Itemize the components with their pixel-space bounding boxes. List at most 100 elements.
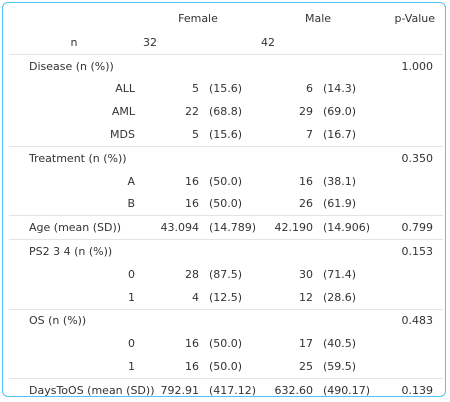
male-value: 12 — [299, 290, 313, 304]
male-value — [257, 239, 317, 263]
female-value: 22 — [185, 105, 199, 119]
table-row: 0 16 (50.0) 17 (40.5) — [9, 332, 443, 355]
male-value — [257, 145, 317, 170]
table-body: n 32 42 Disease (n (%)) 1.000 ALL 5 (15.6) 6 (14.… — [9, 31, 443, 402]
table-row: MDS 5 (15.6) 7 (16.7) — [9, 123, 443, 146]
p-value — [379, 355, 443, 378]
male-value: 6 — [306, 82, 313, 96]
male-value: 42 — [261, 35, 275, 49]
female-value — [139, 53, 203, 78]
female-percent: (14.789) — [203, 215, 257, 240]
male-value — [257, 308, 317, 333]
female-percent: (15.6) — [209, 82, 243, 96]
row-label: 0 — [128, 267, 135, 281]
row-label: B — [127, 197, 135, 211]
header-label — [9, 5, 139, 31]
row-label: DaysToOS (mean (SD)) — [9, 377, 154, 402]
female-value — [139, 145, 203, 170]
row-label: 1 — [128, 360, 135, 374]
row-label: Treatment (n (%)) — [9, 145, 139, 170]
p-value: 0.153 — [379, 239, 443, 263]
male-value — [257, 53, 317, 78]
male-value: 25 — [299, 360, 313, 374]
male-percent — [317, 308, 379, 333]
summary-table: Female Male p-Value n 32 42 Disease (n (%))… — [9, 5, 443, 402]
male-percent — [317, 53, 379, 78]
p-value — [379, 100, 443, 123]
female-percent: (87.5) — [209, 267, 243, 281]
female-value — [139, 239, 203, 263]
male-value: 16 — [299, 174, 313, 188]
p-value — [379, 123, 443, 146]
p-value — [379, 170, 443, 193]
row-label: MDS — [110, 128, 135, 142]
male-percent: (28.6) — [323, 290, 357, 304]
row-label: Age (mean (SD)) — [9, 215, 139, 240]
female-percent: (417.12) — [203, 377, 257, 402]
male-percent: (71.4) — [323, 267, 357, 281]
table-row: PS2 3 4 (n (%)) 0.153 — [9, 239, 443, 263]
female-percent — [203, 145, 257, 170]
female-percent: (15.6) — [209, 128, 243, 142]
male-percent: (59.5) — [323, 360, 357, 374]
header-female: Female — [178, 11, 218, 25]
male-percent: (16.7) — [323, 128, 357, 142]
male-percent: (61.9) — [323, 197, 357, 211]
female-value: 5 — [192, 82, 199, 96]
male-percent: (38.1) — [323, 174, 357, 188]
p-value: 1.000 — [379, 53, 443, 78]
table-row: 0 28 (87.5) 30 (71.4) — [9, 263, 443, 286]
row-label: OS (n (%)) — [9, 308, 139, 333]
female-value: 16 — [185, 337, 199, 351]
female-value: 43.094 — [139, 215, 203, 240]
male-percent: (14.906) — [317, 215, 379, 240]
p-value: 0.139 — [379, 377, 443, 402]
p-value — [379, 332, 443, 355]
male-percent: (40.5) — [323, 337, 357, 351]
male-value: 632.60 — [257, 377, 317, 402]
table-row: B 16 (50.0) 26 (61.9) — [9, 193, 443, 216]
male-percent: (490.17) — [317, 377, 379, 402]
female-value — [139, 308, 203, 333]
row-label: Disease (n (%)) — [9, 53, 139, 78]
female-percent — [203, 31, 257, 54]
male-percent: (69.0) — [323, 105, 357, 119]
row-label: A — [127, 174, 135, 188]
row-label: ALL — [115, 82, 135, 96]
male-percent — [317, 239, 379, 263]
male-value: 30 — [299, 267, 313, 281]
female-percent — [203, 239, 257, 263]
female-value: 16 — [185, 174, 199, 188]
header-p-value: p-Value — [394, 11, 435, 25]
p-value: 0.483 — [379, 308, 443, 333]
male-value: 17 — [299, 337, 313, 351]
female-value: 792.91 — [139, 377, 203, 402]
table-row: DaysToOS (mean (SD)) 792.91 (417.12) 632.60… — [9, 377, 443, 402]
p-value: 0.350 — [379, 145, 443, 170]
row-label: 0 — [128, 337, 135, 351]
row-label: 1 — [128, 290, 135, 304]
p-value — [379, 263, 443, 286]
female-percent: (68.8) — [209, 105, 243, 119]
female-value: 28 — [185, 267, 199, 281]
row-label: PS2 3 4 (n (%)) — [9, 239, 139, 263]
table-row: 1 16 (50.0) 25 (59.5) — [9, 355, 443, 378]
male-percent — [317, 145, 379, 170]
table-row: n 32 42 — [9, 31, 443, 54]
table-row: OS (n (%)) 0.483 — [9, 308, 443, 333]
female-value: 32 — [143, 35, 157, 49]
female-percent: (50.0) — [209, 197, 243, 211]
table-row: ALL 5 (15.6) 6 (14.3) — [9, 78, 443, 101]
female-percent: (50.0) — [209, 360, 243, 374]
female-value: 16 — [185, 197, 199, 211]
male-value: 7 — [306, 128, 313, 142]
female-percent — [203, 308, 257, 333]
male-value: 42.190 — [257, 215, 317, 240]
p-value — [379, 286, 443, 309]
table-row: AML 22 (68.8) 29 (69.0) — [9, 100, 443, 123]
female-percent: (12.5) — [209, 290, 243, 304]
female-value: 16 — [185, 360, 199, 374]
male-value: 26 — [299, 197, 313, 211]
p-value — [379, 193, 443, 216]
